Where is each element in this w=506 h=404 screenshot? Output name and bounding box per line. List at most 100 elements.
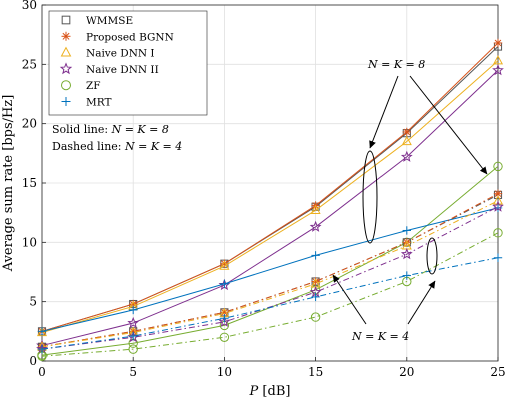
data-point-marker	[129, 305, 138, 315]
series-mrt-nk8	[37, 203, 503, 336]
series-wmmse-nk4	[37, 190, 503, 351]
x-tick-label: 10	[217, 365, 232, 379]
data-point-marker	[218, 315, 231, 327]
data-point-marker	[493, 253, 503, 262]
y-tick-label: 5	[29, 295, 37, 309]
legend-label: Proposed BGNN	[86, 31, 174, 43]
y-tick-label: 25	[22, 57, 37, 71]
data-point-marker	[311, 251, 320, 260]
data-point-marker	[492, 195, 504, 205]
data-point-marker	[37, 327, 47, 336]
legend-items: WMMSE Proposed BGNN Naive DNN I Naive DNN I…	[59, 15, 174, 109]
data-point-marker	[128, 344, 138, 354]
data-point-marker	[493, 228, 503, 238]
legend-item: Naive DNN II	[59, 62, 159, 76]
dashed-line-note-text: Dashed line:	[52, 140, 125, 153]
legend-item: Naive DNN I	[60, 46, 155, 60]
y-tick-label: 20	[22, 117, 37, 131]
y-tick-label: 15	[22, 176, 37, 190]
solid-line-note: Solid line: N = K = 8	[52, 123, 169, 136]
annotation-nk4-arrow-left	[332, 274, 367, 325]
data-point-marker	[492, 64, 504, 76]
legend-item: WMMSE	[61, 15, 133, 27]
annotation-nk4: N = K = 4	[332, 237, 438, 343]
data-point-marker	[311, 292, 320, 302]
data-point-marker	[492, 55, 504, 65]
axis-ticks: 0 5 10 15 20 25 0 5 10 15 20 25 30	[22, 0, 506, 379]
data-point-marker	[129, 331, 138, 341]
series-zf-nk4	[37, 228, 503, 361]
data-point-marker	[400, 248, 413, 260]
series-naive-dnn-i-nk8	[36, 55, 504, 337]
data-point-marker	[219, 260, 230, 270]
series-line	[41, 193, 499, 348]
annotation-nk8: N = K = 8	[362, 58, 488, 244]
y-tick-label: 30	[22, 0, 37, 12]
legend-label: Naive DNN I	[86, 48, 155, 60]
data-point-marker	[309, 220, 322, 232]
series-line	[41, 232, 499, 357]
dashed-line-note-math: N = K = 4	[124, 140, 182, 153]
series-line	[41, 200, 499, 348]
series-line	[41, 206, 499, 350]
data-point-marker	[60, 46, 72, 57]
series-line	[41, 257, 499, 350]
legend-label: MRT	[86, 97, 111, 109]
series-mrt-nk4	[37, 253, 503, 354]
series-layer	[36, 38, 504, 361]
legend: WMMSE Proposed BGNN Naive DNN I Naive DNN I…	[48, 10, 208, 116]
annotation-nk4-label: N = K = 4	[351, 330, 409, 343]
data-point-marker	[220, 314, 229, 323]
x-tick-label: 5	[129, 365, 137, 379]
annotation-nk8-arrow-left	[369, 75, 399, 149]
y-axis-label: Average sum rate [bps/Hz]	[1, 95, 16, 273]
data-point-marker	[61, 97, 71, 106]
series-line	[41, 42, 499, 332]
data-point-marker	[219, 332, 230, 342]
data-point-marker	[61, 80, 71, 91]
data-point-marker	[59, 62, 73, 75]
data-point-marker	[310, 312, 321, 322]
x-tick-label: 25	[490, 365, 505, 379]
solid-line-note-math: N = K = 8	[111, 123, 169, 136]
x-tick-label: 20	[399, 365, 414, 379]
x-axis-var: P	[249, 384, 259, 399]
legend-item: Proposed BGNN	[61, 31, 174, 43]
legend-label: WMMSE	[86, 15, 133, 27]
dashed-line-note: Dashed line: N = K = 4	[52, 140, 182, 153]
data-point-marker	[401, 135, 412, 146]
data-point-marker	[37, 344, 47, 354]
data-point-marker	[493, 161, 503, 172]
solid-line-note-text: Solid line:	[52, 123, 112, 136]
x-tick-label: 0	[38, 365, 46, 379]
x-axis-unit: [dB]	[258, 384, 290, 399]
legend-item: ZF	[61, 80, 101, 92]
data-point-marker	[61, 31, 71, 41]
x-axis-label: P [dB]	[249, 384, 291, 399]
legend-label: Naive DNN II	[86, 64, 159, 76]
y-tick-label: 0	[29, 354, 37, 368]
series-line	[41, 207, 499, 332]
annotation-nk8-arrow-right	[409, 75, 488, 175]
data-point-marker	[402, 271, 411, 280]
series-line	[41, 69, 499, 347]
annotation-nk8-label: N = K = 8	[367, 58, 425, 71]
data-point-marker	[492, 200, 504, 212]
legend-item: MRT	[61, 97, 111, 109]
data-point-marker	[493, 38, 503, 48]
y-tick-label: 10	[22, 235, 37, 249]
data-point-marker	[402, 226, 411, 235]
data-point-marker	[127, 316, 140, 329]
data-point-marker	[400, 150, 413, 162]
data-point-marker	[402, 127, 411, 137]
data-point-marker	[493, 203, 503, 213]
annotation-nk4-ellipse	[426, 237, 438, 275]
annotation-nk4-arrow-right	[407, 280, 436, 325]
series-naive-dnn-ii-nk4	[36, 200, 504, 355]
data-point-marker	[310, 204, 321, 214]
x-tick-label: 15	[308, 365, 323, 379]
data-point-marker	[61, 15, 71, 25]
legend-box	[48, 10, 208, 116]
series-line	[41, 60, 499, 334]
